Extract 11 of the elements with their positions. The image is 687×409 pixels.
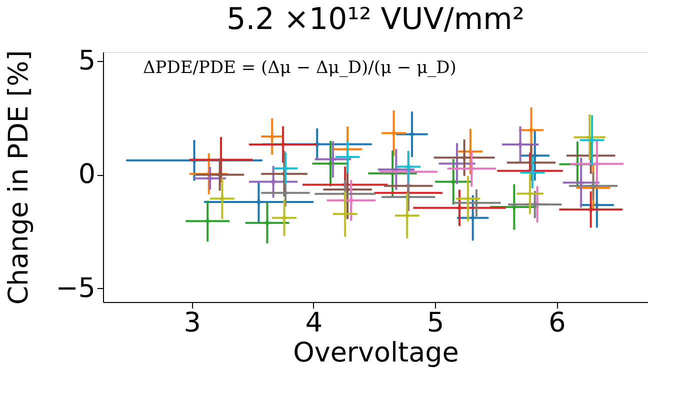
y-axis-title: Change in PDE [%] [4,50,35,305]
x-axis-title: Overvoltage [293,338,459,368]
y-tick-label: 5 [78,46,96,77]
annotation: ΔPDE/PDE = (Δμ − Δμ_D)/(μ − μ_D) [143,58,456,78]
x-tick-label: 6 [548,308,566,338]
y-tick-label: 0 [78,159,96,190]
chart-title: 5.2 ×10¹² VUV/mm² [226,2,524,38]
x-tick-label: 4 [305,308,323,338]
x-tick-label: 5 [427,308,444,338]
x-tick-label: 3 [184,308,201,338]
y-tick-label: −5 [56,272,96,304]
